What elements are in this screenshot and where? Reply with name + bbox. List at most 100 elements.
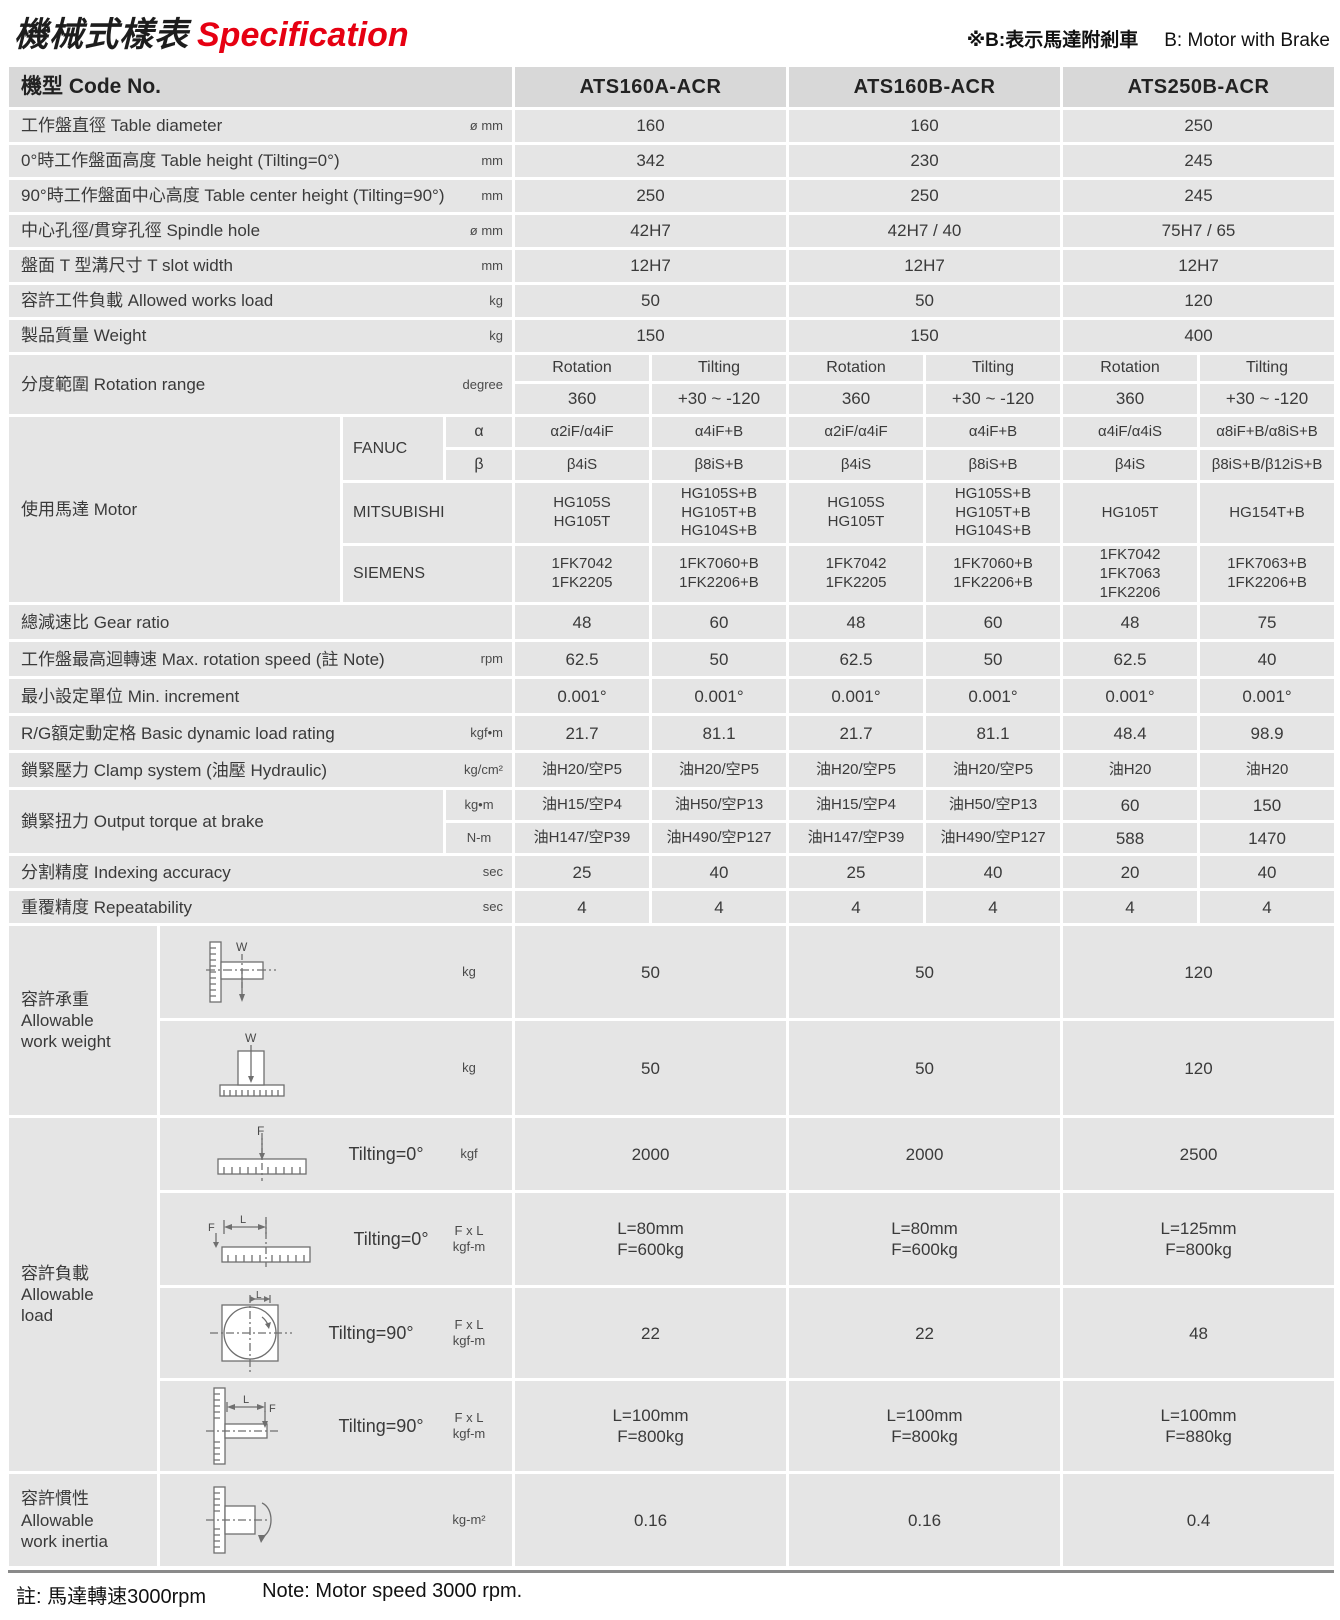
page-title: 機械式樣表 Specification (14, 7, 409, 56)
rotation-inertia-diagram-icon (206, 1486, 272, 1554)
table-row-indexing-accuracy: 分割精度 Indexing accuracy sec 25 40 25 40 20… (9, 856, 1335, 889)
row-label: 總減速比 Gear ratio (21, 612, 170, 632)
value-cell: 245 (1063, 145, 1335, 177)
value-cell: 50 (789, 1021, 1061, 1116)
value-cell: 150 (789, 320, 1061, 352)
value-cell: 62.5 (789, 642, 924, 677)
value-cell: 4 (515, 891, 649, 924)
value-cell: 2500 (1063, 1118, 1335, 1191)
value-cell: +30 ~ -120 (926, 384, 1061, 414)
row-unit: N-m (446, 823, 512, 854)
value-cell: 120 (1063, 926, 1335, 1019)
value-cell: 360 (789, 384, 924, 414)
value-cell: 40 (926, 856, 1061, 889)
tilting-caption: Tilting=0° (353, 1229, 429, 1249)
row-label: 工作盤最高迴轉速 Max. rotation speed (註 Note) (21, 649, 385, 669)
table-row-rotation-range: 分度範圍 Rotation range degree Rotation Tilti… (9, 355, 1335, 414)
value-cell: 75H7 / 65 (1063, 215, 1335, 247)
value-cell: β8iS+B/β12iS+B (1200, 450, 1335, 480)
value-cell: 48 (1063, 605, 1198, 640)
row-unit: kgf•m (470, 725, 503, 741)
row-unit: F x L kgf-m (452, 1317, 486, 1349)
value-cell: 21.7 (789, 716, 924, 751)
value-cell: α2iF/α4iF (789, 417, 924, 447)
value-cell: 245 (1063, 180, 1335, 212)
w-vertical-load-diagram-icon: W (219, 1032, 285, 1097)
value-cell: 0.001° (789, 679, 924, 714)
value-cell: 油H15/空P4 (515, 790, 649, 821)
value-cell: 油H490/空P127 (652, 823, 787, 854)
table-row-weight: 製品質量 Weight kg 150 150 400 (9, 320, 1335, 352)
row-label: 鎖緊扭力 Output torque at brake (9, 790, 443, 854)
table-row-rotation-values: 360 +30 ~ -120 360 +30 ~ -120 360 +30 ~ … (9, 384, 1335, 414)
value-cell: α4iF+B (652, 417, 787, 447)
table-row-tslot: 盤面 T 型溝尺寸 T slot width mm 12H7 12H7 12H7 (9, 250, 1335, 282)
subcol-header-rotation: Rotation (789, 355, 924, 381)
value-cell: 1FK7063+B 1FK2206+B (1200, 546, 1335, 603)
value-cell: 81.1 (926, 716, 1061, 751)
table-row-spindle-hole: 中心孔徑/貫穿孔徑 Spindle hole ø mm 42H7 42H7 / 4… (9, 215, 1335, 247)
subcol-header-rotation: Rotation (1063, 355, 1198, 381)
row-unit: rpm (480, 651, 503, 667)
model-header-ats160a: ATS160A-ACR (515, 67, 787, 107)
row-label: R/G額定動定格 Basic dynamic load rating (21, 723, 335, 743)
value-cell: 250 (1063, 110, 1335, 142)
table-row-work-weight-flat: W kg 50 50 120 (9, 1021, 1335, 1116)
svg-text:W: W (245, 1032, 257, 1045)
value-cell: 4 (652, 891, 787, 924)
value-cell: 12H7 (515, 250, 787, 282)
subcol-header-tilting: Tilting (926, 355, 1061, 381)
value-cell: β4iS (1063, 450, 1198, 480)
row-unit: kg (462, 964, 476, 980)
value-cell: α4iF+B (926, 417, 1061, 447)
value-cell: α8iF+B/α8iS+B (1200, 417, 1335, 447)
title-bar: 機械式樣表 Specification ※B:表示馬達附剎車 B: Motor wi… (6, 6, 1336, 64)
value-cell: HG105T (1063, 483, 1198, 543)
table-row-motor-mitsubishi: MITSUBISHI HG105S HG105T HG105S+B HG105T… (9, 483, 1335, 543)
value-cell: 25 (789, 856, 924, 889)
value-cell: 油H20/空P5 (652, 753, 787, 788)
subcol-header-tilting: Tilting (652, 355, 787, 381)
model-header-ats250b: ATS250B-ACR (1063, 67, 1335, 107)
faceplate-moment-diagram-icon: L (210, 1291, 292, 1374)
svg-text:F: F (269, 1403, 276, 1415)
row-unit: F x L kgf-m (452, 1223, 486, 1255)
brake-note-cjk: ※B:表示馬達附剎車 (966, 30, 1139, 51)
value-cell: 50 (515, 1021, 787, 1116)
footer-note-cjk: 註: 馬達轉速3000rpm (16, 1586, 207, 1609)
value-cell: 360 (515, 384, 649, 414)
value-cell: 48 (515, 605, 649, 640)
value-cell: 98.9 (1200, 716, 1335, 751)
table-row-work-weight-side: 容許承重 Allowable work weight W kg (9, 926, 1335, 1116)
brand-fanuc: FANUC (343, 417, 443, 480)
table-row-repeatability: 重覆精度 Repeatability sec 4 4 4 4 4 4 (9, 891, 1335, 924)
svg-text:L: L (243, 1394, 249, 1406)
value-cell: 1FK7042 1FK7063 1FK2206 (1063, 546, 1198, 603)
table-row-load-tilt0-fl: L F Tilting=0° F x L kgf-m L=80mm F=600k… (9, 1193, 1335, 1286)
svg-text:F: F (208, 1222, 215, 1234)
value-cell: L=100mm F=880kg (1063, 1381, 1335, 1472)
value-cell: HG105S HG105T (789, 483, 924, 543)
beta-symbol: β (446, 450, 512, 480)
footer-note-en: Note: Motor speed 3000 rpm. (262, 1580, 523, 1603)
value-cell: 21.7 (515, 716, 649, 751)
row-label: 分割精度 Indexing accuracy (21, 862, 231, 882)
value-cell: 40 (652, 856, 787, 889)
value-cell: 60 (1063, 790, 1198, 821)
value-cell: 0.001° (652, 679, 787, 714)
value-cell: 22 (789, 1288, 1061, 1379)
value-cell: 250 (515, 180, 787, 212)
value-cell: 2000 (789, 1118, 1061, 1191)
value-cell: 75 (1200, 605, 1335, 640)
row-unit: kg-m² (452, 1512, 486, 1528)
spec-table: 機型 Code No. ATS160A-ACR ATS160B-ACR ATS2… (6, 64, 1337, 1569)
value-cell: 油H20 (1200, 753, 1335, 788)
value-cell: β4iS (789, 450, 924, 480)
value-cell: 0.001° (926, 679, 1061, 714)
row-unit: kg (462, 1060, 476, 1076)
row-label: 工作盤直徑 Table diameter (21, 116, 223, 136)
value-cell: 50 (652, 642, 787, 677)
value-cell: +30 ~ -120 (1200, 384, 1335, 414)
value-cell: 油H20/空P5 (515, 753, 649, 788)
value-cell: 42H7 / 40 (789, 215, 1061, 247)
